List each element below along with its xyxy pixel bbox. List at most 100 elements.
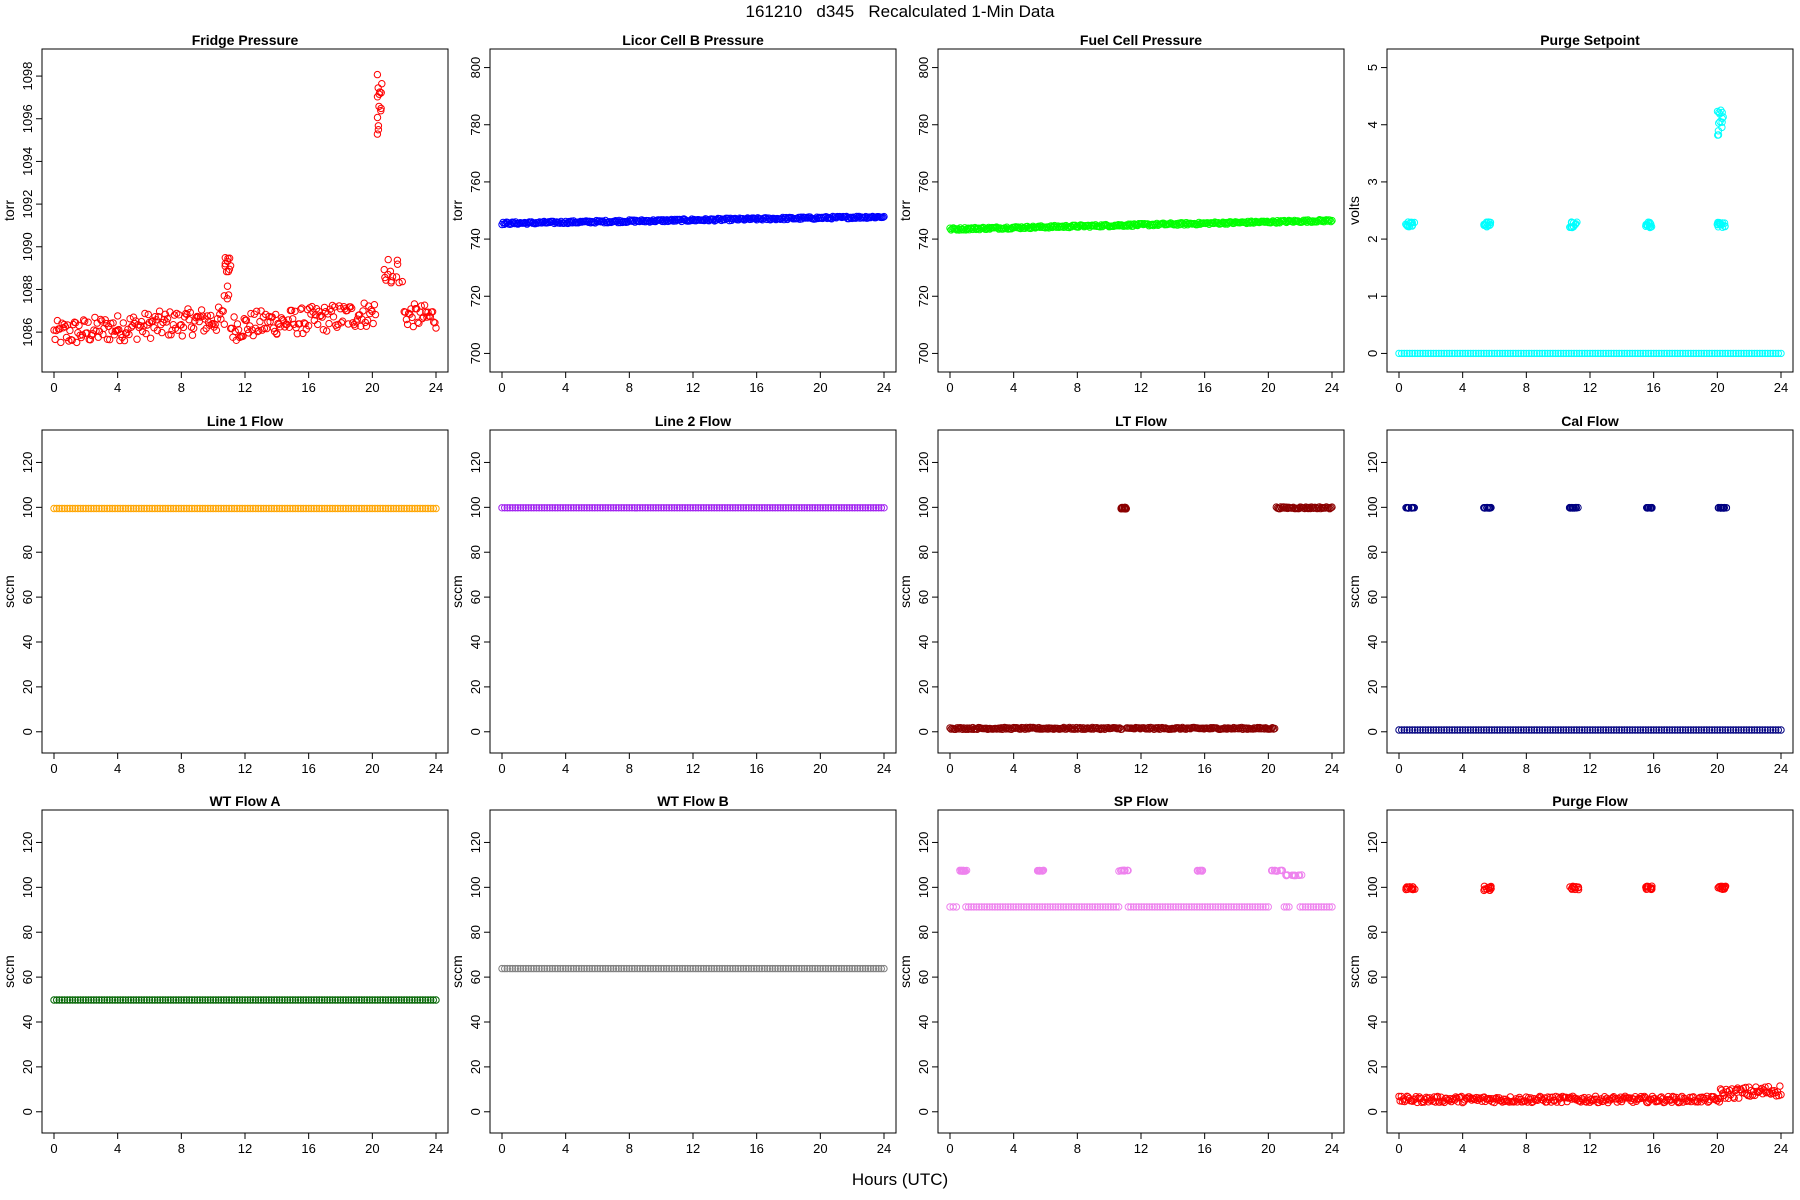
data-point: [1724, 349, 1732, 358]
data-point: [540, 964, 549, 973]
data-point: [127, 996, 135, 1004]
data-point: [832, 504, 840, 512]
data-point: [1036, 725, 1044, 733]
data-point: [1038, 903, 1047, 911]
data-point: [177, 996, 186, 1004]
data-point: [326, 996, 334, 1004]
data-point: [1416, 349, 1424, 358]
data-point: [190, 324, 198, 333]
x-tick-label: 4: [114, 761, 121, 776]
data-point: [988, 903, 996, 911]
data-point: [779, 504, 787, 512]
data-point: [689, 504, 697, 512]
y-tick-label: 40: [1365, 635, 1380, 649]
data-point: [358, 996, 366, 1004]
data-point: [1264, 903, 1273, 911]
data-point: [419, 504, 427, 513]
data-point: [217, 315, 225, 323]
data-point: [1652, 349, 1661, 358]
data-point: [429, 996, 437, 1004]
data-point: [1616, 1093, 1625, 1101]
data-point: [601, 504, 610, 512]
data-point: [162, 318, 171, 326]
data-point: [739, 504, 748, 512]
data-point: [798, 504, 806, 512]
data-point: [281, 504, 289, 513]
data-point: [137, 504, 146, 513]
data-point: [223, 282, 232, 290]
data-point: [74, 996, 82, 1004]
data-point: [1041, 725, 1050, 733]
data-point: [1201, 903, 1209, 911]
x-tick-label: 8: [1074, 1141, 1081, 1156]
y-axis-label: volts: [1346, 196, 1362, 225]
data-point: [617, 504, 626, 512]
data-point: [317, 311, 325, 320]
data-point: [1432, 726, 1440, 734]
data-point: [1416, 726, 1424, 734]
data-point: [140, 322, 148, 330]
data-point: [320, 504, 329, 513]
data-point: [1481, 504, 1489, 512]
data-point: [1758, 349, 1767, 358]
x-tick-label: 16: [301, 380, 315, 395]
data-point: [1185, 903, 1193, 911]
data-point: [357, 322, 365, 330]
data-series: [498, 964, 888, 973]
data-point: [1596, 726, 1605, 734]
data-point: [824, 964, 832, 973]
y-axis-label: sccm: [449, 955, 465, 988]
data-point: [1569, 504, 1577, 512]
data-point: [1527, 349, 1536, 358]
data-point: [1681, 726, 1690, 734]
data-point: [1607, 726, 1615, 734]
y-tick-label: 80: [916, 545, 931, 559]
x-tick-label: 20: [1710, 761, 1724, 776]
data-point: [644, 504, 652, 512]
x-tick-label: 0: [50, 1141, 57, 1156]
data-point: [745, 504, 753, 512]
data-point: [109, 319, 117, 327]
data-point: [337, 319, 346, 327]
data-point: [1309, 903, 1318, 911]
data-point: [84, 996, 93, 1004]
data-point: [1036, 903, 1044, 911]
data-point: [1753, 349, 1761, 358]
data-point: [133, 335, 141, 343]
data-point: [554, 504, 562, 512]
x-tick-label: 20: [365, 1141, 379, 1156]
data-point: [323, 504, 331, 513]
data-point: [352, 996, 361, 1004]
data-point: [1493, 726, 1501, 734]
data-point: [1074, 223, 1083, 231]
data-point: [737, 964, 745, 973]
data-point: [1324, 503, 1333, 512]
data-point: [1716, 1085, 1725, 1093]
data-point: [1029, 222, 1037, 231]
data-point: [615, 964, 623, 973]
data-point: [580, 504, 588, 512]
data-point: [853, 212, 861, 221]
data-point: [295, 320, 304, 328]
y-tick-label: 1096: [20, 104, 35, 133]
data-point: [291, 996, 300, 1004]
data-point: [591, 964, 599, 973]
data-point: [1256, 903, 1265, 911]
data-point: [1623, 726, 1631, 734]
x-tick-label: 24: [429, 761, 443, 776]
data-point: [1713, 726, 1722, 734]
x-tick-label: 16: [1197, 1141, 1211, 1156]
y-tick-label: 0: [1365, 350, 1380, 357]
data-point: [1517, 349, 1525, 358]
data-point: [76, 996, 85, 1004]
data-point: [562, 964, 570, 973]
data-point: [607, 964, 615, 973]
data-point: [1466, 349, 1475, 358]
data-point: [234, 326, 243, 334]
data-point: [1729, 1093, 1737, 1101]
data-point: [1774, 349, 1783, 358]
y-tick-label: 40: [20, 1015, 35, 1029]
data-point: [1091, 903, 1099, 911]
data-point: [1665, 349, 1674, 358]
